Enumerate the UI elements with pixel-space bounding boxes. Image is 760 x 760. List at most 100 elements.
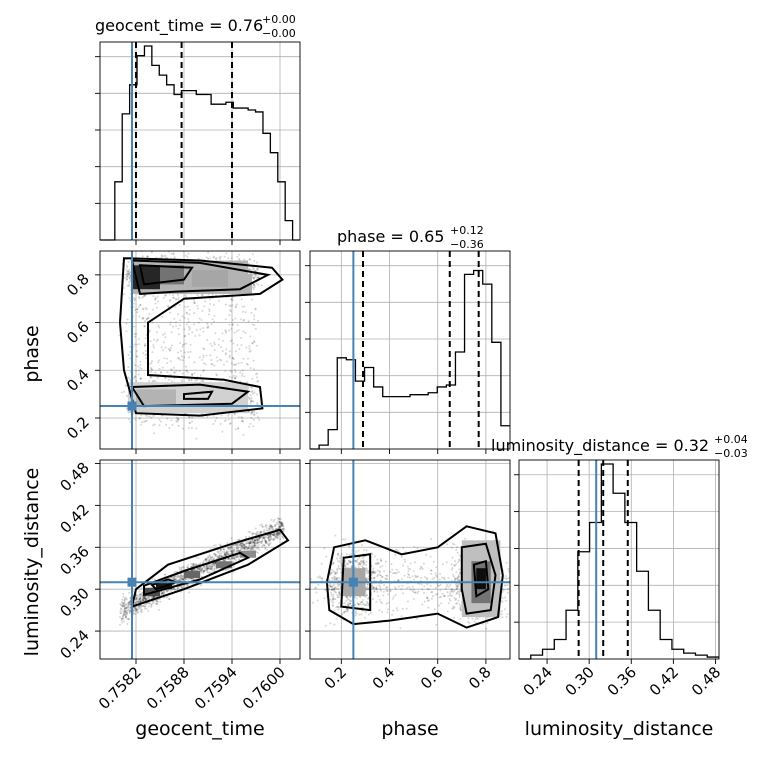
panel-geocent-time-vs-phase-sample-127 xyxy=(188,416,191,418)
panel-geocent-time-vs-phase-sample-364 xyxy=(258,418,261,421)
panel-geocent-time-vs-phase-sample-1754 xyxy=(188,421,191,424)
panel-geocent-time-vs-phase-sample-609 xyxy=(248,345,251,348)
panel-geocent-time-vs-phase-sample-197 xyxy=(216,360,219,363)
panel-geocent-time-vs-luminosity-distance-sample-295 xyxy=(216,557,219,560)
panel-phase-vs-luminosity-distance-sample-633 xyxy=(421,568,424,570)
panel-geocent-time-vs-luminosity-distance-sample-950 xyxy=(202,561,205,564)
panel-geocent-time-vs-luminosity-distance-sample-1486 xyxy=(219,548,222,551)
panel-phase-vs-luminosity-distance-sample-845 xyxy=(338,567,341,570)
panel-geocent-time-vs-phase-sample-1561 xyxy=(204,300,207,303)
panel-geocent-time-vs-luminosity-distance-sample-889 xyxy=(137,608,140,611)
panel-geocent-time-vs-luminosity-distance-sample-1233 xyxy=(268,543,271,546)
panel-geocent-time-vs-phase-sample-1167 xyxy=(207,257,210,260)
panel-geocent-time-vs-luminosity-distance-sample-1368 xyxy=(137,599,140,601)
panel-geocent-time-vs-luminosity-distance-sample-1214 xyxy=(207,563,210,566)
panel-phase-vs-luminosity-distance-sample-663 xyxy=(336,576,339,579)
panel-geocent-time-vs-luminosity-distance-sample-34 xyxy=(272,534,275,537)
panel-geocent-time-vs-phase-sample-1434 xyxy=(252,288,255,291)
panel-geocent-time-vs-luminosity-distance-sample-64 xyxy=(258,536,261,539)
panel-geocent-time-vs-phase-sample-1222 xyxy=(256,319,259,322)
panel-geocent-time-vs-phase-sample-152 xyxy=(243,375,246,378)
panel-geocent-time-vs-luminosity-distance-sample-876 xyxy=(269,534,272,537)
panel-geocent-time-vs-luminosity-distance-sample-1682 xyxy=(161,591,164,594)
panel-geocent-time-vs-luminosity-distance-sample-816 xyxy=(120,607,122,610)
panel-geocent-time-vs-phase-sample-1470 xyxy=(194,379,197,381)
panel-geocent-time-vs-luminosity-distance-sample-1065 xyxy=(274,527,277,530)
panel-geocent-time-vs-luminosity-distance-sample-1383 xyxy=(142,605,145,608)
panel-phase-vs-luminosity-distance-sample-839 xyxy=(436,582,439,585)
panel-geocent-time-vs-luminosity-distance-sample-192 xyxy=(233,549,236,552)
panel-geocent-time-vs-phase-sample-1104 xyxy=(253,341,256,344)
panel-phase-vs-luminosity-distance-sample-665 xyxy=(375,586,378,589)
panel-geocent-time-vs-phase-sample-504 xyxy=(249,422,252,425)
panel-geocent-time-vs-luminosity-distance-sample-611 xyxy=(185,577,188,580)
panel-geocent-time-vs-phase-sample-221 xyxy=(236,344,239,346)
panel-geocent-time-vs-phase-sample-332 xyxy=(133,364,136,367)
panel-geocent-time-vs-phase-sample-1842 xyxy=(251,400,254,403)
panel-geocent-time-vs-luminosity-distance-sample-919 xyxy=(268,536,271,539)
panel-phase-vs-luminosity-distance-sample-247 xyxy=(405,607,408,610)
panel-geocent-time-vs-luminosity-distance-sample-1750 xyxy=(236,555,239,557)
panel-geocent-time-vs-phase-sample-710 xyxy=(200,379,203,382)
panel-geocent-time-vs-phase-sample-1654 xyxy=(184,365,187,368)
panel-geocent-time-vs-phase-sample-521 xyxy=(177,296,180,299)
panel-geocent-time-vs-luminosity-distance-sample-734 xyxy=(277,532,280,535)
panel-geocent-time-vs-phase-sample-851 xyxy=(180,379,183,382)
panel-geocent-time-vs-phase-sample-93 xyxy=(235,375,238,378)
panel-phase-vs-luminosity-distance-sample-139 xyxy=(379,558,382,561)
panel-geocent-time-vs-phase-sample-2050 xyxy=(128,283,131,286)
panel-geocent-time-vs-luminosity-distance-sample-533 xyxy=(227,547,230,550)
panel-geocent-time-vs-luminosity-distance-sample-208 xyxy=(223,553,226,556)
panel-geocent-time-vs-luminosity-distance-density-3 xyxy=(216,561,232,569)
panel-geocent-time-vs-phase-sample-496 xyxy=(127,261,130,264)
panel-geocent-time-vs-phase-sample-217 xyxy=(127,272,130,275)
panel-geocent-time-vs-phase-sample-1609 xyxy=(195,379,198,382)
panel-geocent-time-vs-phase-sample-1895 xyxy=(252,286,255,289)
panel-geocent-time-vs-luminosity-distance-sample-1676 xyxy=(265,540,267,543)
panel-geocent-time-vs-luminosity-distance-sample-678 xyxy=(139,597,142,600)
panel-geocent-time-vs-phase-sample-1660 xyxy=(186,323,188,326)
panel-phase-vs-luminosity-distance-sample-866 xyxy=(505,575,507,578)
panel-geocent-time-vs-phase-sample-2164 xyxy=(216,356,218,359)
panel-geocent-time-vs-luminosity-distance-sample-1393 xyxy=(178,579,181,582)
panel-phase-vs-luminosity-distance-sample-61 xyxy=(456,585,459,587)
panel-geocent-time-vs-luminosity-distance-sample-733 xyxy=(276,537,279,540)
panel-geocent-time-vs-phase-sample-1938 xyxy=(241,372,244,375)
title-geocent-time-sub: −0.00 xyxy=(262,27,296,40)
panel-geocent-time-vs-phase-sample-902 xyxy=(224,418,227,421)
panel-geocent-time-vs-luminosity-distance-sample-1686 xyxy=(243,548,246,550)
panel-geocent-time-vs-phase-sample-507 xyxy=(221,350,224,353)
panel-geocent-time-vs-luminosity-distance-sample-1672 xyxy=(138,590,141,593)
panel-geocent-time-vs-luminosity-distance-sample-1243 xyxy=(141,596,144,599)
panel-geocent-time-vs-phase-sample-326 xyxy=(135,333,138,336)
panel-geocent-time-vs-luminosity-distance-sample-1644 xyxy=(278,533,281,535)
panel-geocent-time-vs-luminosity-distance-sample-1211 xyxy=(142,596,145,599)
panel-geocent-time-vs-luminosity-distance-sample-302 xyxy=(206,565,209,568)
panel-geocent-time-vs-phase-sample-1323 xyxy=(253,259,256,262)
panel-geocent-time-vs-luminosity-distance-sample-222 xyxy=(141,598,144,601)
panel-geocent-time-vs-phase-sample-1841 xyxy=(242,319,245,322)
panel-geocent-time-vs-phase-sample-1704 xyxy=(162,296,165,299)
panel-geocent-time-vs-luminosity-distance-sample-1431 xyxy=(262,536,265,539)
panel-geocent-time-vs-luminosity-distance-sample-1325 xyxy=(229,548,232,550)
panel-geocent-time-vs-phase-sample-1866 xyxy=(128,276,131,279)
panel-geocent-time-vs-phase-sample-1539 xyxy=(128,276,131,279)
panel-geocent-time-vs-luminosity-distance-sample-320 xyxy=(274,535,277,538)
panel-geocent-time-vs-luminosity-distance-sample-177 xyxy=(144,605,147,608)
panel-phase-vs-luminosity-distance-sample-831 xyxy=(375,588,378,591)
panel-geocent-time-vs-luminosity-distance-sample-606 xyxy=(197,567,200,570)
panel-phase-vs-luminosity-distance-sample-271 xyxy=(396,609,399,612)
panel-geocent-time-vs-phase-sample-1833 xyxy=(202,354,205,357)
panel-geocent-time-vs-luminosity-distance-sample-821 xyxy=(280,524,283,527)
panel-geocent-time-vs-phase-sample-2075 xyxy=(183,335,186,338)
panel-phase-vs-luminosity-distance-sample-175 xyxy=(333,589,336,592)
panel-phase-vs-luminosity-distance-sample-171 xyxy=(379,574,382,576)
panel-geocent-time-vs-phase-sample-1582 xyxy=(211,318,214,321)
panel-geocent-time-vs-luminosity-distance-sample-1095 xyxy=(248,540,251,543)
panel-phase-vs-luminosity-distance-sample-623 xyxy=(346,596,349,598)
panel-phase-vs-luminosity-distance-sample-108 xyxy=(391,597,394,600)
panel-geocent-time-vs-luminosity-distance-sample-328 xyxy=(237,549,240,552)
panel-phase-vs-luminosity-distance-sample-818 xyxy=(336,557,338,560)
panel-geocent-time-vs-luminosity-distance-sample-103 xyxy=(268,539,271,542)
panel-geocent-time-vs-phase-sample-335 xyxy=(240,361,243,364)
